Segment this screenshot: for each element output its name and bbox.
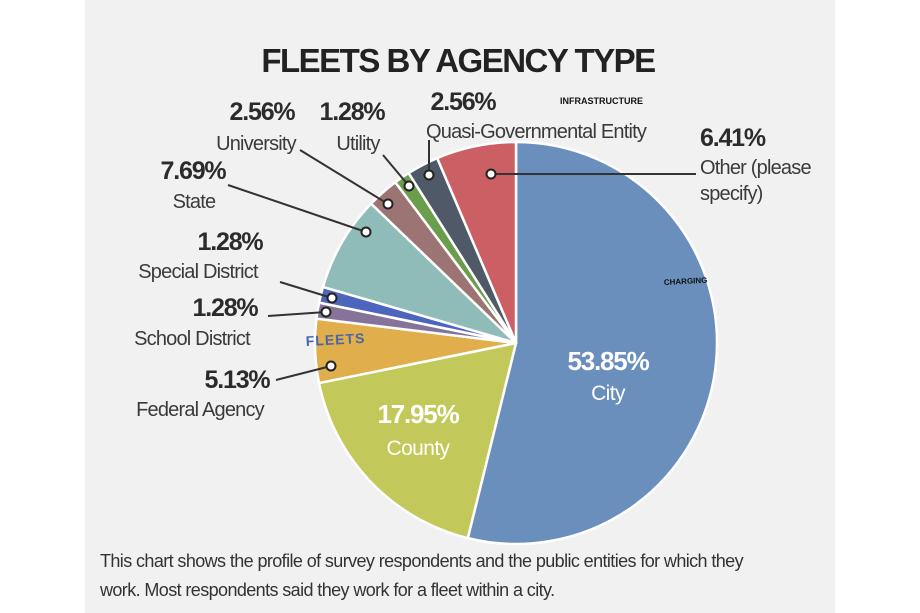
label-city-pct: 53.85% <box>568 346 650 376</box>
label-other-pct: 6.41% <box>700 124 766 152</box>
caption-line-2: work. Most respondents said they work fo… <box>99 580 554 600</box>
overlay-charging: CHARGING <box>664 276 708 287</box>
label-dots <box>320 168 497 372</box>
leader-federal <box>275 365 332 381</box>
label-county-pct: 17.95% <box>378 399 460 429</box>
label-quasi-pct: 2.56% <box>431 88 497 116</box>
dot-other <box>485 168 497 180</box>
dot-university <box>382 198 394 210</box>
leader-state <box>227 184 367 233</box>
dot-utility <box>403 180 415 192</box>
label-other-line1: Other (please <box>700 157 811 179</box>
label-other-line2: specify) <box>700 183 763 205</box>
label-federal-pct: 5.13% <box>205 366 271 394</box>
label-utility-pct: 1.28% <box>320 98 386 126</box>
slice-county <box>317 341 518 540</box>
label-university-pct: 2.56% <box>230 98 296 126</box>
leader-special <box>279 281 333 299</box>
label-federal: Federal Agency <box>136 399 265 421</box>
label-university: University <box>216 133 297 155</box>
label-special-pct: 1.28% <box>198 228 264 256</box>
overlay-infrastructure: INFRASTRUCTURE <box>560 96 643 106</box>
pie-slices <box>313 140 719 546</box>
dot-school <box>320 306 332 318</box>
label-city: City <box>591 382 626 405</box>
label-school-pct: 1.28% <box>193 294 259 322</box>
overlay-fleets: FLEETS <box>305 330 365 349</box>
dot-federal <box>325 360 337 372</box>
leader-university <box>299 149 389 205</box>
label-school: School District <box>134 328 251 350</box>
dot-state <box>360 226 372 238</box>
label-state: State <box>173 191 216 213</box>
label-quasi: Quasi-Governmental Entity <box>426 121 647 143</box>
leader-utility <box>382 154 410 187</box>
slice-other-please-specify <box>435 140 518 345</box>
label-county: County <box>387 437 451 460</box>
label-utility: Utility <box>336 133 380 155</box>
leader-school <box>267 311 327 317</box>
dot-special <box>326 292 338 304</box>
chart-title: FLEETS BY AGENCY TYPE <box>261 42 655 79</box>
label-special: Special District <box>138 261 259 283</box>
slice-city <box>466 140 719 546</box>
leader-lines <box>227 140 696 381</box>
dot-quasi <box>423 169 435 181</box>
slice-state <box>321 202 518 345</box>
caption-line-1: This chart shows the profile of survey r… <box>100 551 744 571</box>
label-state-pct: 7.69% <box>161 157 227 185</box>
